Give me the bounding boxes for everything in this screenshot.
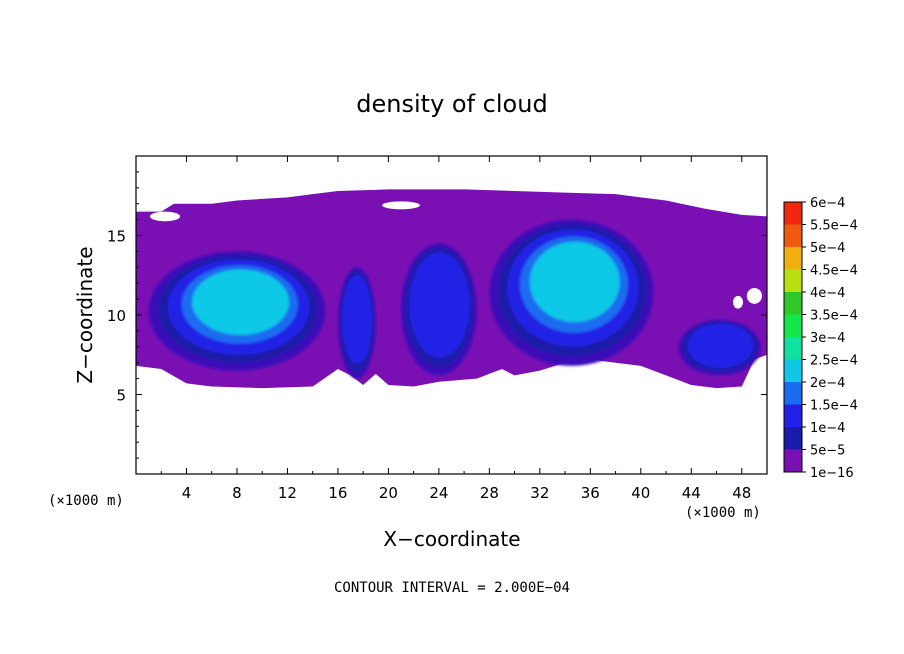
cell-left [148,251,326,371]
colorbar-swatch [784,247,802,270]
contour-interval-note: CONTOUR INTERVAL = 2.000E−04 [334,580,570,596]
x-tick-label: 28 [480,484,499,502]
y-tick-label: 10 [107,307,126,325]
density-field [136,189,767,389]
colorbar-swatch [784,382,802,405]
colorbar-label: 6e−4 [810,196,845,211]
colorbar: 1e−16 5e−5 1e−4 1.5e−4 2e−4 2.5e−4 3e−4 3.5e−4 4… [783,196,858,481]
x-axis-title: X−coordinate [383,527,520,551]
colorbar-label: 1e−16 [810,466,854,481]
x-tick-label: 32 [530,484,549,502]
colorbar-swatch [784,292,802,315]
clear-air-gap [732,295,744,309]
x-unit-label-right: (×1000 m) [685,505,761,521]
cell-center [401,243,477,376]
x-tick-label: 12 [278,484,297,502]
clear-air-gap [149,211,181,222]
colorbar-label: 3e−4 [810,331,845,346]
colorbar-swatch [784,224,802,247]
x-tick-label: 4 [182,484,192,502]
x-tick-label: 24 [429,484,448,502]
density-contour-peak [192,269,290,335]
x-tick-label: 48 [732,484,751,502]
colorbar-swatch [784,449,802,472]
density-contour-mid [342,274,373,364]
x-tick-label: 40 [631,484,650,502]
colorbar-label: 5.5e−4 [810,219,858,234]
cell-big [489,219,654,366]
x-tick-label: 44 [682,484,701,502]
colorbar-label: 5e−4 [810,241,845,256]
colorbar-swatch [784,359,802,382]
colorbar-label: 4.5e−4 [810,264,858,279]
y-tick-label: 5 [116,387,126,405]
y-tick-label: 15 [107,228,126,246]
clear-air-gap [382,201,420,210]
x-tick-label: 8 [232,484,242,502]
colorbar-label: 5e−5 [810,444,845,459]
colorbar-label: 2e−4 [810,376,845,391]
colorbar-swatch [784,202,802,225]
y-axis-ticks: 5 10 15 [107,171,767,459]
colorbar-swatch [784,337,802,360]
colorbar-swatch [784,404,802,427]
cell-small [337,267,376,379]
colorbar-label: 4e−4 [810,286,845,301]
x-tick-label: 36 [581,484,600,502]
density-contour-mid [687,323,754,369]
density-contour-peak [529,241,620,323]
colorbar-swatch [784,427,802,450]
x-tick-label: 16 [328,484,347,502]
chart-title: density of cloud [356,90,547,118]
colorbar-swatch [784,269,802,292]
colorbar-label: 3.5e−4 [810,309,858,324]
x-unit-label-left: (×1000 m) [48,493,124,509]
density-contour-mid [409,252,470,359]
colorbar-label: 1.5e−4 [810,399,858,414]
colorbar-label: 1e−4 [810,421,845,436]
colorbar-label: 2.5e−4 [810,354,858,369]
colorbar-swatch [784,314,802,337]
x-tick-label: 20 [379,484,398,502]
clear-air-gap [746,287,762,304]
x-axis-ticks: 4 8 12 16 20 24 28 32 36 40 44 48 [160,156,751,502]
cell-right [678,319,761,376]
y-axis-title: Z−coordinate [73,246,97,383]
